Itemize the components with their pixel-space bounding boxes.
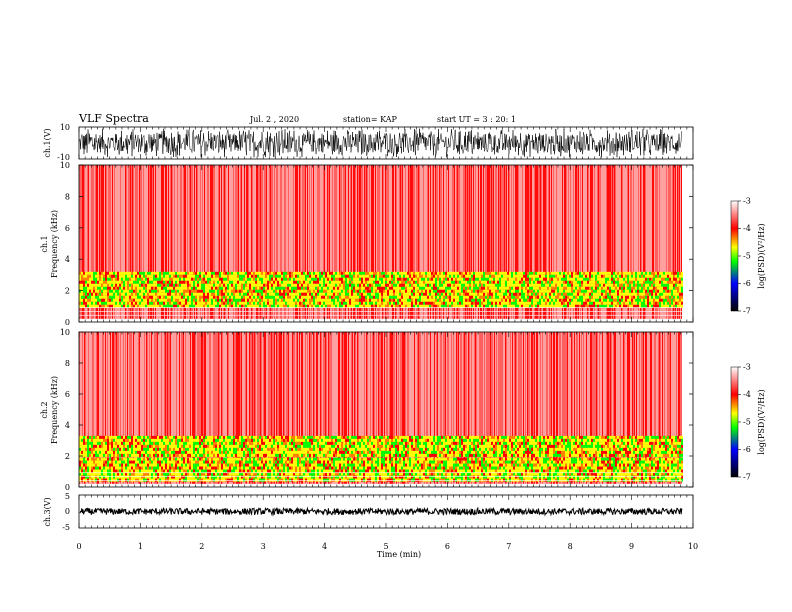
time-tick-label: 4	[322, 542, 327, 551]
ch1-colorbar-tick: -6	[743, 279, 751, 288]
ch2-spec-ytick: 4	[65, 421, 70, 430]
time-tick-label: 5	[383, 542, 388, 551]
ch3-ytick-bottom: -5	[62, 523, 70, 532]
ch3-waveform-line	[79, 506, 683, 517]
ch1-spectrogram-panel: 0 2 4 6 8 10 ch.1 Frequency (kHz)	[40, 161, 694, 327]
start-time-label: start UT = 3 : 20: 1	[437, 115, 516, 124]
ch2-spec-ytick: 8	[65, 359, 70, 368]
ch2-spec-ytick: 2	[65, 452, 70, 461]
time-tick-label: 0	[76, 542, 81, 551]
ch1-colorbar-label: log(PSD)(V²/Hz)	[757, 223, 766, 288]
time-tick-label: 1	[138, 542, 143, 551]
ch2-spec-ytick: 6	[65, 390, 70, 399]
time-tick-label: 9	[629, 542, 634, 551]
ch1-ytick-top: 10	[60, 123, 70, 132]
ch3-waveform-trace	[79, 506, 683, 517]
ch1-colorbar: -3 -4 -5 -6 -7 log(PSD)(V²/Hz)	[730, 197, 766, 316]
ch1-colorbar-tick: -5	[743, 252, 751, 261]
ch1-colorbar-tick: -7	[743, 307, 751, 316]
time-tick-label: 2	[199, 542, 204, 551]
ch2-colorbar-tick: -6	[743, 445, 751, 454]
ch3-ytick-mid: 0	[65, 507, 70, 516]
time-axis: 0 1 2 3 4 5 6 7 8 9 10	[76, 127, 698, 551]
time-axis-label: Time (min)	[377, 550, 421, 559]
ch1-spec-ylabel-channel: ch.1	[40, 235, 49, 252]
ch1-ytick-bottom: -10	[57, 153, 70, 162]
ch2-spectrogram-panel: 0 2 4 6 8 10 ch.2 Frequency (kHz)	[40, 328, 694, 492]
ch1-spec-ytick: 6	[65, 224, 70, 233]
ch2-colorbar-tick: -7	[743, 473, 751, 482]
ch2-colorbar-tick: -5	[743, 418, 751, 427]
ch1-waveform-ylabel: ch.1(V)	[43, 128, 52, 157]
ch3-waveform-panel: 5 0 -5 ch.3(V)	[43, 492, 694, 532]
ch2-spec-ytick: 10	[60, 328, 70, 337]
time-tick-label: 10	[688, 542, 698, 551]
figure-title: VLF Spectra	[78, 112, 149, 125]
time-tick-label: 7	[506, 542, 511, 551]
ch1-spec-ytick: 0	[65, 318, 70, 327]
ch1-colorbar-tick: -4	[743, 224, 751, 233]
ch1-waveform-trace	[79, 128, 682, 158]
ch3-ytick-top: 5	[65, 492, 70, 501]
ch1-waveform-line	[79, 128, 682, 158]
ch1-spec-ytick: 2	[65, 287, 70, 296]
time-tick-label: 3	[261, 542, 266, 551]
time-tick-label: 6	[445, 542, 450, 551]
ch2-spec-ytick: 0	[65, 483, 70, 492]
ch1-spec-ytick: 10	[60, 161, 70, 170]
ch2-colorbar: -3 -4 -5 -6 -7 log(PSD)(V²/Hz)	[730, 363, 766, 482]
date-label: Jul. 2 , 2020	[249, 115, 299, 124]
ch1-spectrogram-image	[79, 165, 683, 322]
ch2-colorbar-tick: -4	[743, 390, 751, 399]
ch2-spec-ylabel-frequency: Frequency (kHz)	[50, 376, 59, 444]
ch2-spectrogram-image	[79, 332, 683, 487]
ch1-colorbar-tick: -3	[743, 197, 751, 206]
ch2-colorbar-label: log(PSD)(V²/Hz)	[757, 389, 766, 454]
station-label: station= KAP	[343, 115, 398, 124]
ch1-spec-ytick: 8	[65, 192, 70, 201]
time-tick-label: 8	[568, 542, 573, 551]
ch2-spec-ylabel-channel: ch.2	[40, 401, 49, 418]
ch1-spec-ytick: 4	[65, 255, 70, 264]
ch3-waveform-ylabel: ch.3(V)	[43, 497, 52, 526]
ch1-spec-ylabel-frequency: Frequency (kHz)	[50, 210, 59, 278]
ch2-colorbar-tick: -3	[743, 363, 751, 372]
